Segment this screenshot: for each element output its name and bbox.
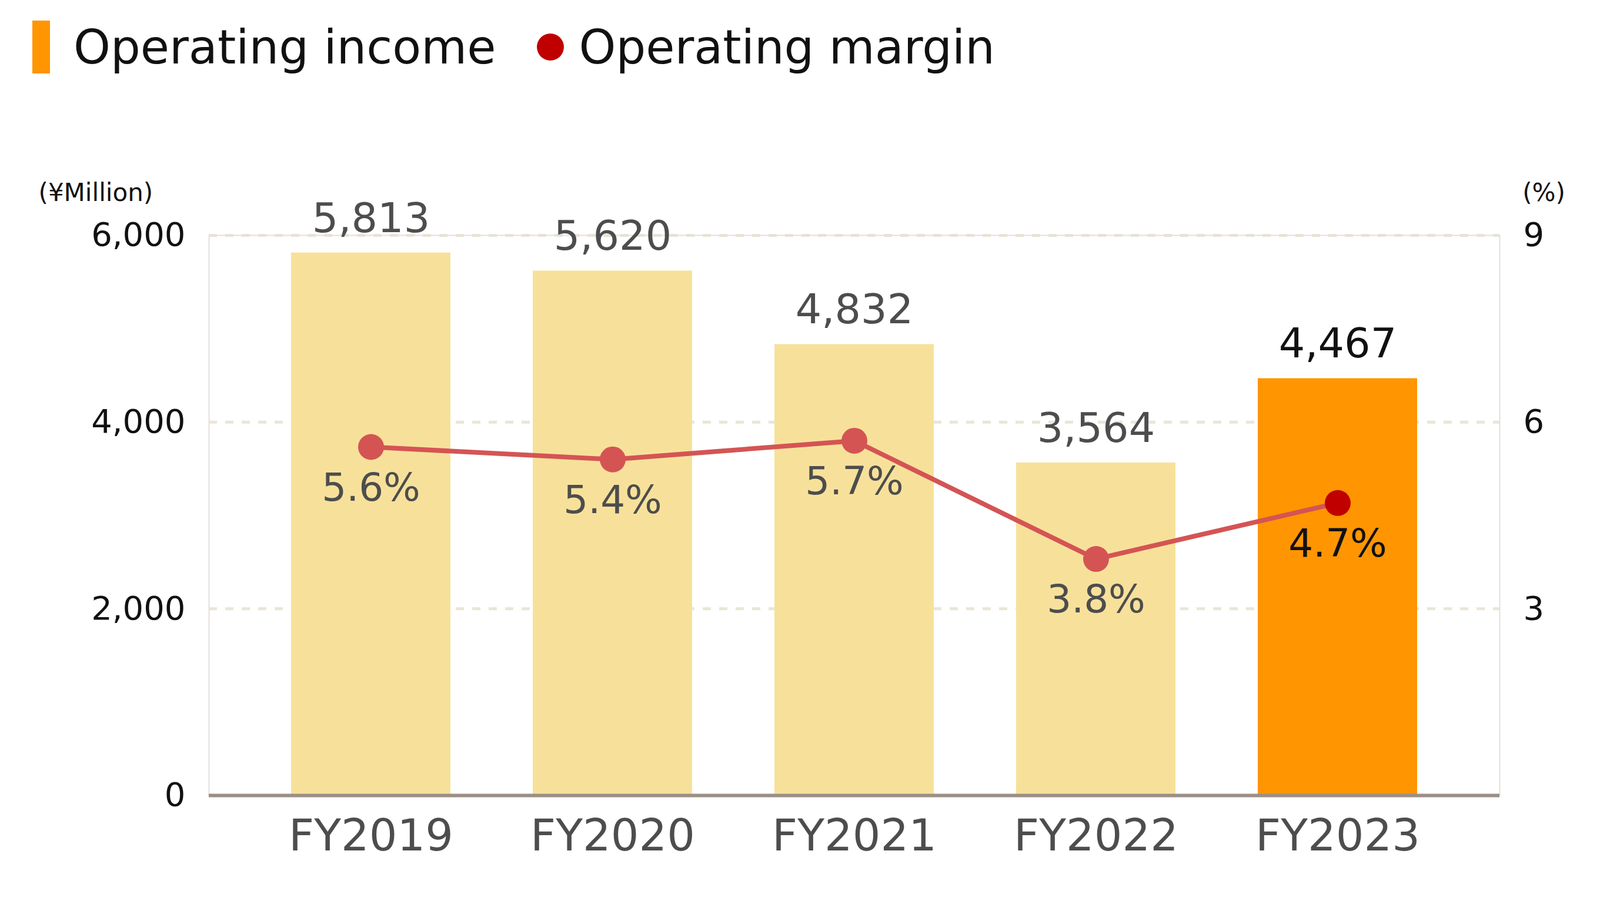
- svg-text:FY2022: FY2022: [1013, 809, 1179, 862]
- svg-text:0: 0: [164, 775, 186, 814]
- svg-text:5,620: 5,620: [553, 211, 672, 260]
- svg-text:4.7%: 4.7%: [1288, 520, 1388, 567]
- html-text:Operating margin: Operating margin: [578, 19, 995, 75]
- svg-text:5.4%: 5.4%: [563, 477, 663, 523]
- svg-text:6: 6: [1523, 402, 1545, 441]
- svg-text:3: 3: [1523, 589, 1545, 628]
- svg-text:FY2020: FY2020: [530, 809, 696, 862]
- svg-text:5,813: 5,813: [312, 194, 430, 243]
- svg-text:FY2023: FY2023: [1255, 809, 1421, 862]
- svg-text:9: 9: [1523, 215, 1545, 254]
- svg-text:3,564: 3,564: [1037, 403, 1155, 453]
- svg-text:FY2019: FY2019: [288, 809, 454, 862]
- svg-text:3.8%: 3.8%: [1046, 576, 1146, 623]
- svg-text:5.7%: 5.7%: [804, 458, 904, 504]
- html-text:Operating income: Operating income: [73, 19, 496, 75]
- svg-text:(¥Million): (¥Million): [38, 178, 154, 207]
- svg-text:4,832: 4,832: [795, 285, 914, 334]
- svg-text:5.6%: 5.6%: [321, 465, 421, 511]
- svg-text:2,000: 2,000: [91, 589, 186, 628]
- svg-text:FY2021: FY2021: [772, 809, 937, 862]
- svg-text:4,467: 4,467: [1278, 319, 1397, 368]
- svg-text:6,000: 6,000: [91, 215, 186, 254]
- svg-text:4,000: 4,000: [91, 402, 186, 441]
- svg-text:(%): (%): [1522, 178, 1566, 207]
